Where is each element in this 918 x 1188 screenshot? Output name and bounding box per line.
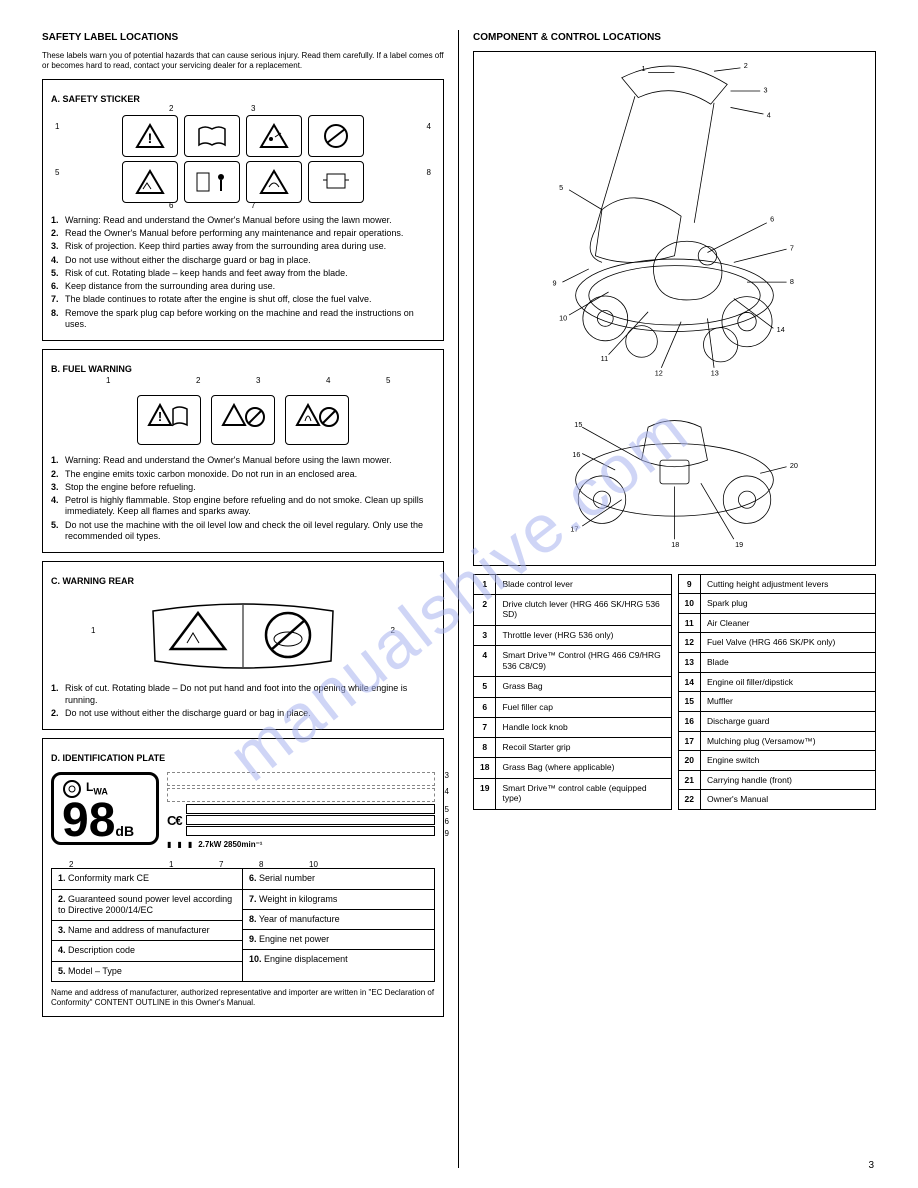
svg-text:13: 13 <box>711 368 719 377</box>
b-c5: 5 <box>386 377 390 386</box>
blade-rotate-icon <box>246 161 302 203</box>
svg-text:12: 12 <box>655 368 663 377</box>
c-c2: 2 <box>391 627 395 636</box>
d-r7: 7 <box>219 861 223 870</box>
svg-text:5: 5 <box>559 182 563 191</box>
d-r10: 10 <box>309 861 318 870</box>
svg-text:15: 15 <box>574 420 582 429</box>
b-c3: 3 <box>256 377 260 386</box>
d-r6: 6 <box>445 818 449 827</box>
svg-text:19: 19 <box>735 540 743 549</box>
no-guard-icon <box>308 115 364 157</box>
d-r5: 5 <box>445 806 449 815</box>
right-column: COMPONENT & CONTROL LOCATIONS <box>459 30 876 1168</box>
svg-text:17: 17 <box>570 524 578 533</box>
a-c8: 8 <box>427 169 431 178</box>
c-c1: 1 <box>91 627 95 636</box>
rear-warning-icon <box>143 595 343 673</box>
fuel-flame-icon <box>285 395 349 445</box>
comp-table-right: 9Cutting height adjustment levers 10Spar… <box>678 574 877 811</box>
kw-label: 2.7kW 2850min⁻¹ <box>198 840 262 850</box>
panel-a: A. SAFETY STICKER 1 5 4 8 2 3 6 7 ! <box>42 79 444 342</box>
panel-d-table: 1. Conformity mark CE 2. Guaranteed soun… <box>51 868 435 982</box>
sparkplug-icon <box>308 161 364 203</box>
svg-text:6: 6 <box>770 214 774 223</box>
mower-svg: 1 2 3 4 5 6 7 8 9 10 11 12 13 14 <box>480 58 869 559</box>
panel-c-title: C. WARNING REAR <box>51 576 435 587</box>
manual-icon <box>184 115 240 157</box>
svg-text:18: 18 <box>671 540 679 549</box>
mower-diagram-top: 1 2 3 4 5 6 7 8 9 10 11 12 13 14 <box>473 51 876 566</box>
left-heading: SAFETY LABEL LOCATIONS <box>42 32 444 45</box>
svg-text:14: 14 <box>777 325 785 334</box>
a-c1: 1 <box>55 123 59 132</box>
panel-b: B. FUEL WARNING 1 2 3 4 5 ! 1.Warning: R… <box>42 349 444 553</box>
noise-value: 98 <box>62 794 115 847</box>
panel-b-list: 1.Warning: Read and understand the Owner… <box>51 455 435 542</box>
svg-text:7: 7 <box>790 243 794 252</box>
b-c4: 4 <box>326 377 330 386</box>
d-r2: 2 <box>69 861 73 870</box>
right-heading: COMPONENT & CONTROL LOCATIONS <box>473 32 876 45</box>
component-tables: 1Blade control lever 2Drive clutch lever… <box>473 574 876 811</box>
svg-text:3: 3 <box>763 85 767 94</box>
panel-a-title: A. SAFETY STICKER <box>51 94 435 105</box>
d-r3: 3 <box>445 772 449 781</box>
panel-d-footnote: Name and address of manufacturer, author… <box>51 988 435 1008</box>
noise-badge: LWA 98dB <box>51 772 159 845</box>
b-c2: 2 <box>196 377 200 386</box>
a-c4: 4 <box>427 123 431 132</box>
a-c5: 5 <box>55 169 59 178</box>
svg-text:4: 4 <box>767 110 771 119</box>
fuel-co-icon <box>211 395 275 445</box>
panel-a-list: 1.Warning: Read and understand the Owner… <box>51 215 435 330</box>
comp-table-left: 1Blade control lever 2Drive clutch lever… <box>473 574 672 811</box>
svg-text:16: 16 <box>572 449 580 458</box>
distance-icon <box>184 161 240 203</box>
d-r1: 1 <box>169 861 173 870</box>
left-intro: These labels warn you of potential hazar… <box>42 51 444 71</box>
svg-text:8: 8 <box>790 277 794 286</box>
panel-c-list: 1.Risk of cut. Rotating blade – Do not p… <box>51 683 435 719</box>
panel-b-title: B. FUEL WARNING <box>51 364 435 375</box>
left-column: SAFETY LABEL LOCATIONS These labels warn… <box>42 30 459 1168</box>
cut-icon <box>122 161 178 203</box>
panel-c: C. WARNING REAR 1 2 1.Ri <box>42 561 444 730</box>
page-number: 3 <box>868 1160 874 1173</box>
svg-text:2: 2 <box>744 60 748 69</box>
svg-text:10: 10 <box>559 313 567 322</box>
co1: 1 <box>642 64 646 73</box>
d-r9: 9 <box>445 830 449 839</box>
b-c1: 1 <box>106 377 110 386</box>
fuel-warning-icon: ! <box>137 395 201 445</box>
warning-icon: ! <box>122 115 178 157</box>
projection-icon <box>246 115 302 157</box>
svg-text:11: 11 <box>601 354 609 363</box>
d-r8: 8 <box>259 861 263 870</box>
svg-text:20: 20 <box>790 461 798 470</box>
panel-d-title: D. IDENTIFICATION PLATE <box>51 753 435 764</box>
panel-d: D. IDENTIFICATION PLATE LWA 98dB C€ <box>42 738 444 1017</box>
svg-text:!: ! <box>148 130 153 146</box>
svg-text:!: ! <box>158 409 162 424</box>
page: SAFETY LABEL LOCATIONS These labels warn… <box>0 0 918 1188</box>
svg-text:9: 9 <box>553 278 557 287</box>
d-r4: 4 <box>445 788 449 797</box>
